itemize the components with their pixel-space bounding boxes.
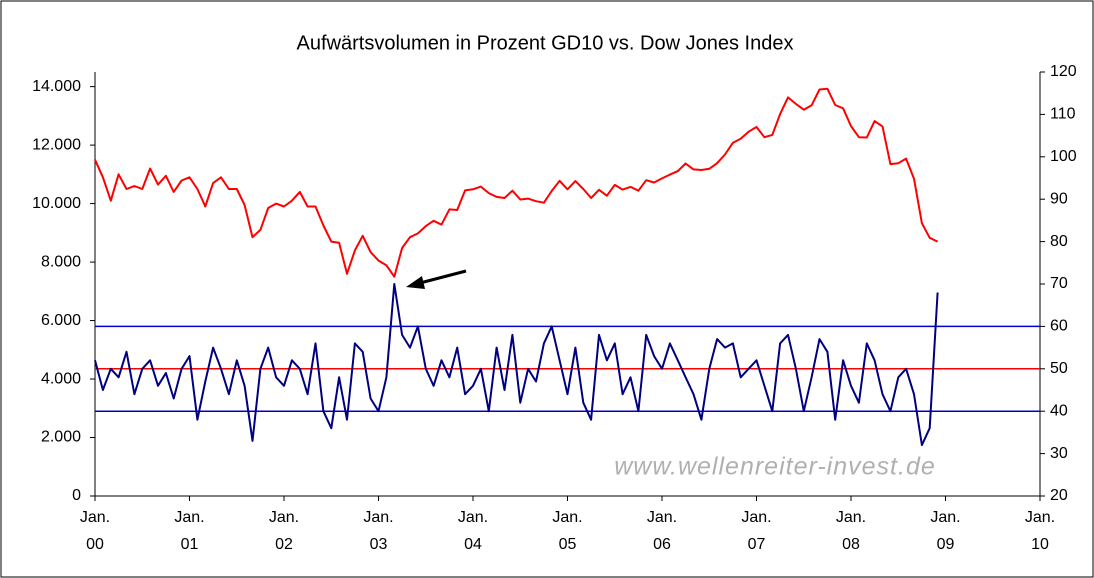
y-tick-label: 0 (72, 487, 81, 504)
y-tick-label: 4.000 (41, 370, 81, 387)
y2-tick-label: 70 (1050, 275, 1068, 292)
x-tick-label: Jan. 03 (363, 509, 394, 553)
chart-title: Aufwärtsvolumen in Prozent GD10 vs. Dow … (297, 32, 794, 54)
y2-tick-label: 30 (1050, 445, 1068, 462)
y2-tick-label: 40 (1050, 402, 1068, 419)
y-tick-label: 10.000 (32, 195, 81, 212)
x-tick-label: Jan. 00 (79, 509, 111, 553)
y2-tick-label: 20 (1050, 487, 1068, 504)
arrow (406, 269, 467, 289)
y2-tick-label: 120 (1050, 63, 1077, 80)
series-line (94, 283, 939, 447)
y-tick-label: 8.000 (41, 253, 81, 270)
x-tick-label: Jan. 06 (646, 509, 678, 553)
y2-tick-label: 50 (1050, 360, 1068, 377)
y2-tick-label: 60 (1050, 318, 1068, 335)
y-tick-label: 2.000 (41, 429, 81, 446)
x-tick-label: Jan. 08 (835, 509, 867, 553)
watermark: www.wellenreiter-invest.de (614, 453, 936, 481)
y2-tick-label: 110 (1050, 106, 1076, 123)
x-tick-label: Jan. 10 (1024, 509, 1056, 553)
x-tick-label: Jan. 07 (741, 509, 772, 553)
x-tick-label: Jan. 02 (268, 509, 300, 553)
y-tick-label: 6.000 (41, 312, 81, 329)
y-tick-label: 14.000 (32, 78, 81, 95)
y2-tick-label: 90 (1050, 190, 1068, 207)
x-tick-label: Jan. 04 (457, 509, 489, 553)
x-tick-label: Jan. 01 (174, 509, 205, 553)
y-tick-label: 12.000 (32, 136, 81, 153)
series-line (94, 87, 939, 278)
y2-tick-label: 100 (1050, 148, 1077, 165)
x-tick-label: Jan. 09 (930, 509, 961, 553)
y2-tick-label: 80 (1050, 233, 1068, 250)
x-tick-label: Jan. 05 (552, 509, 583, 553)
